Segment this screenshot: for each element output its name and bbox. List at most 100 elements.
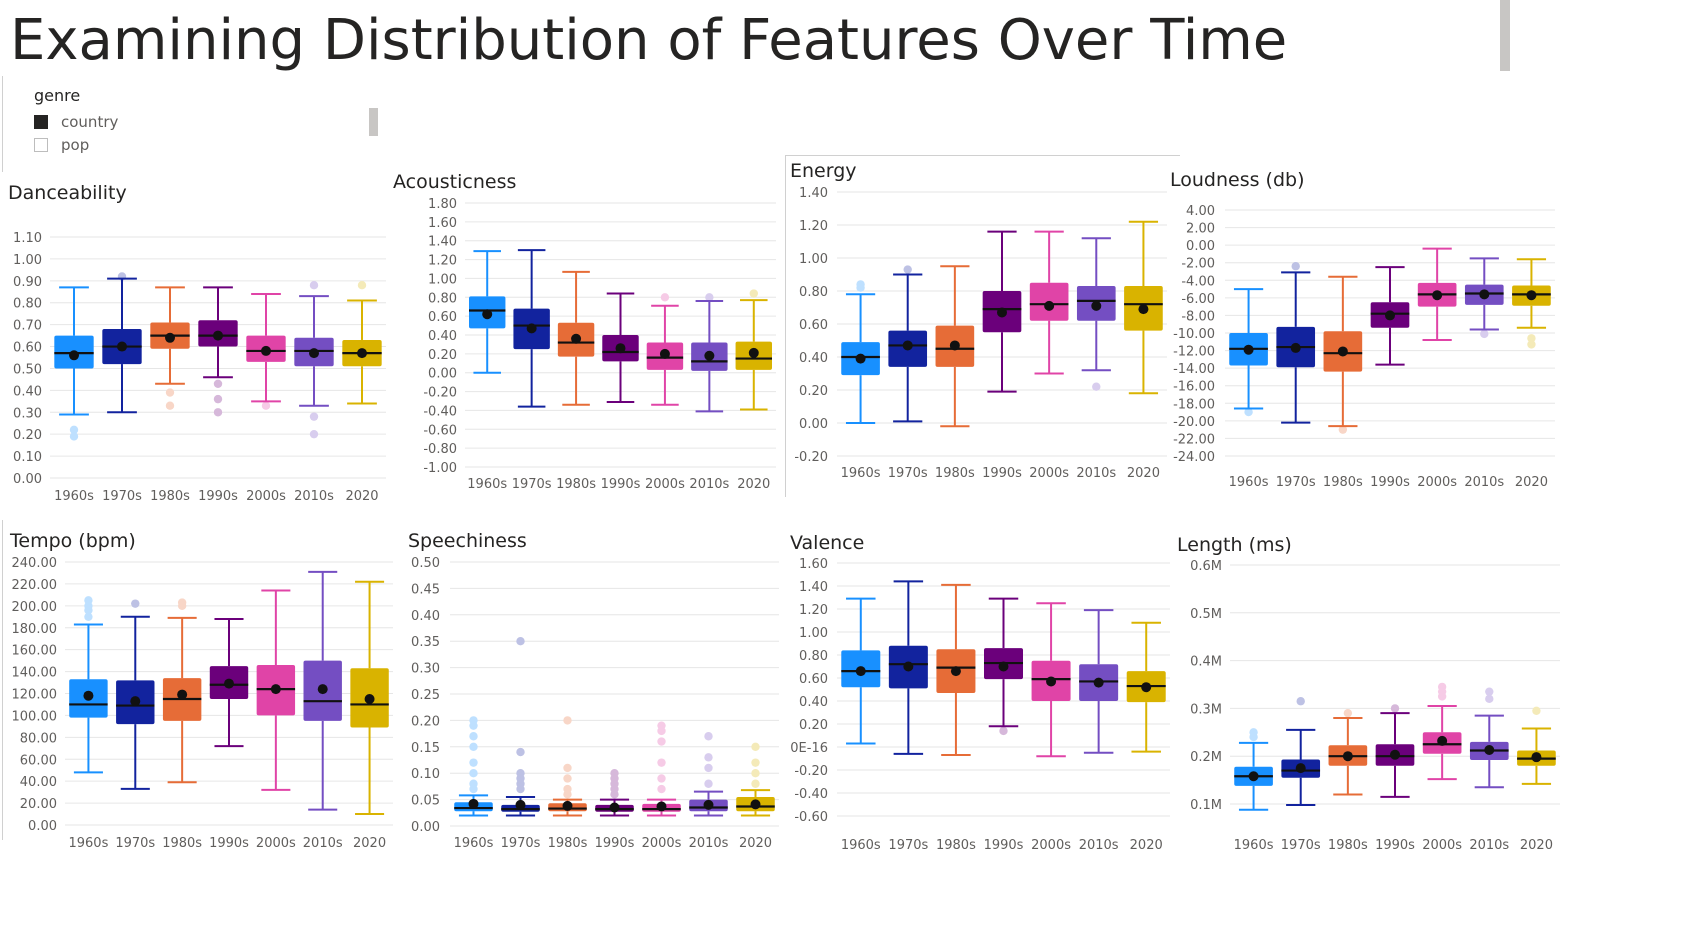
- x-tick-label: 1990s: [1370, 475, 1410, 490]
- y-tick-label: 1.40: [428, 235, 457, 250]
- boxplot-speechiness: Speechiness 0.00 0.05 0.10 0.15 0.20 0.25 0.30 0…: [408, 530, 779, 851]
- checkbox-checked-icon[interactable]: [34, 115, 48, 129]
- x-tick-label: 2000s: [246, 489, 286, 504]
- outlier-point: [213, 379, 223, 388]
- mean-marker: [562, 800, 573, 811]
- x-tick-label: 2010s: [294, 489, 334, 504]
- mean-marker: [1046, 676, 1057, 687]
- boxplot-danceability: Danceability 0.00 0.10 0.20 0.30 0.40 0.50 0.60…: [8, 182, 386, 504]
- outlier-point: [903, 265, 912, 274]
- outlier-point: [309, 281, 319, 290]
- mean-marker: [704, 350, 715, 361]
- mean-marker: [309, 348, 319, 359]
- chart-title: Danceability: [8, 182, 127, 204]
- outlier-point: [516, 637, 525, 646]
- outlier-point: [469, 769, 478, 778]
- y-tick-label: 0.80: [13, 297, 42, 312]
- mean-marker: [515, 799, 526, 810]
- x-tick-label: 1970s: [1276, 475, 1316, 490]
- x-tick-label: 2010s: [689, 477, 729, 492]
- boxplot-valence: Valence -0.60 -0.40 -0.20 0E-16 0.20 0.40 0.60 0…: [790, 532, 1170, 853]
- y-tick-label: 0.80: [428, 291, 457, 306]
- x-tick-label: 2010s: [1079, 838, 1119, 853]
- y-tick-label: 1.80: [428, 197, 457, 212]
- mean-marker: [1484, 744, 1495, 755]
- mean-marker: [997, 307, 1007, 318]
- y-tick-label: 0.05: [411, 794, 440, 809]
- y-tick-label: 0.40: [411, 609, 440, 624]
- mean-marker: [270, 684, 281, 695]
- y-tick-label: 0.40: [799, 695, 828, 710]
- x-tick-label: 1980s: [936, 838, 976, 853]
- title-scrollbar[interactable]: [1500, 0, 1510, 71]
- mean-marker: [1248, 771, 1259, 782]
- outlier-point: [1485, 694, 1494, 704]
- outlier-point: [751, 742, 760, 751]
- y-tick-label: 1.60: [428, 216, 457, 231]
- mean-marker: [748, 347, 759, 358]
- genre-slicer: genre country pop: [34, 86, 374, 156]
- y-tick-label: 0.60: [799, 672, 828, 687]
- x-tick-label: 1980s: [1328, 838, 1368, 853]
- checkbox-unchecked-icon[interactable]: [34, 138, 48, 152]
- x-tick-label: 1960s: [841, 466, 881, 481]
- mean-marker: [571, 333, 582, 344]
- x-tick-label: 2020: [1127, 466, 1160, 481]
- outlier-point: [1390, 704, 1400, 713]
- outlier-point: [751, 779, 760, 788]
- y-tick-label: 0.40: [428, 329, 457, 344]
- outlier-point: [469, 732, 478, 741]
- x-tick-label: 1980s: [150, 489, 190, 504]
- slicer-item-label: country: [61, 113, 119, 131]
- x-tick-label: 2000s: [1422, 838, 1462, 853]
- y-tick-label: -10.00: [1173, 327, 1215, 342]
- y-tick-label: 0.00: [28, 819, 57, 834]
- boxplot-energy: Energy -0.20 0.00 0.20 0.40 0.60 0.80 1.00 1.20 1…: [790, 160, 1167, 481]
- mean-marker: [165, 332, 175, 343]
- chart-title: Acousticness: [393, 171, 516, 193]
- y-tick-label: 4.00: [1186, 204, 1215, 219]
- outlier-point: [999, 726, 1008, 736]
- x-tick-label: 2020: [353, 836, 386, 851]
- y-tick-label: 80.00: [20, 731, 57, 746]
- y-tick-label: -8.00: [1181, 309, 1215, 324]
- mean-marker: [615, 343, 626, 354]
- outlier-point: [469, 742, 478, 751]
- x-tick-label: 1980s: [548, 836, 588, 851]
- y-tick-label: 0.6M: [1190, 559, 1222, 574]
- y-tick-label: -24.00: [1173, 450, 1215, 465]
- mean-marker: [224, 678, 234, 689]
- y-tick-label: 0.4M: [1190, 655, 1222, 670]
- y-tick-label: 0.30: [13, 406, 42, 421]
- y-tick-label: 0.20: [428, 348, 457, 363]
- outlier-point: [610, 769, 619, 778]
- mean-marker: [855, 666, 866, 677]
- x-tick-label: 1960s: [467, 477, 507, 492]
- y-tick-label: 1.00: [428, 272, 457, 287]
- mean-marker: [1531, 752, 1542, 763]
- outlier-point: [213, 394, 223, 404]
- x-tick-label: 1990s: [209, 836, 249, 851]
- mean-marker: [1385, 310, 1395, 321]
- mean-marker: [950, 666, 961, 677]
- y-tick-label: 0.20: [411, 714, 440, 729]
- boxplot-loudness-db: Loudness (db) -24.00 -22.00 -20.00 -18.00 -16…: [1170, 169, 1555, 490]
- outlier-point: [563, 784, 572, 794]
- x-tick-label: 1970s: [1281, 838, 1321, 853]
- x-tick-label: 1980s: [162, 836, 202, 851]
- x-tick-label: 1970s: [102, 489, 142, 504]
- mean-marker: [1243, 344, 1254, 355]
- outlier-point: [704, 779, 713, 788]
- x-tick-label: 1970s: [501, 836, 541, 851]
- outlier-point: [657, 737, 666, 746]
- x-tick-label: 1980s: [935, 466, 975, 481]
- slicer-scrollbar[interactable]: [369, 108, 378, 136]
- outlier-point: [469, 758, 478, 767]
- outlier-point: [516, 747, 525, 757]
- y-tick-label: -2.00: [1181, 257, 1215, 272]
- x-tick-label: 2020: [737, 477, 770, 492]
- outlier-point: [563, 774, 572, 783]
- x-tick-label: 1970s: [115, 836, 155, 851]
- outlier-point: [84, 612, 93, 621]
- page-title: Examining Distribution of Features Over …: [10, 8, 1288, 73]
